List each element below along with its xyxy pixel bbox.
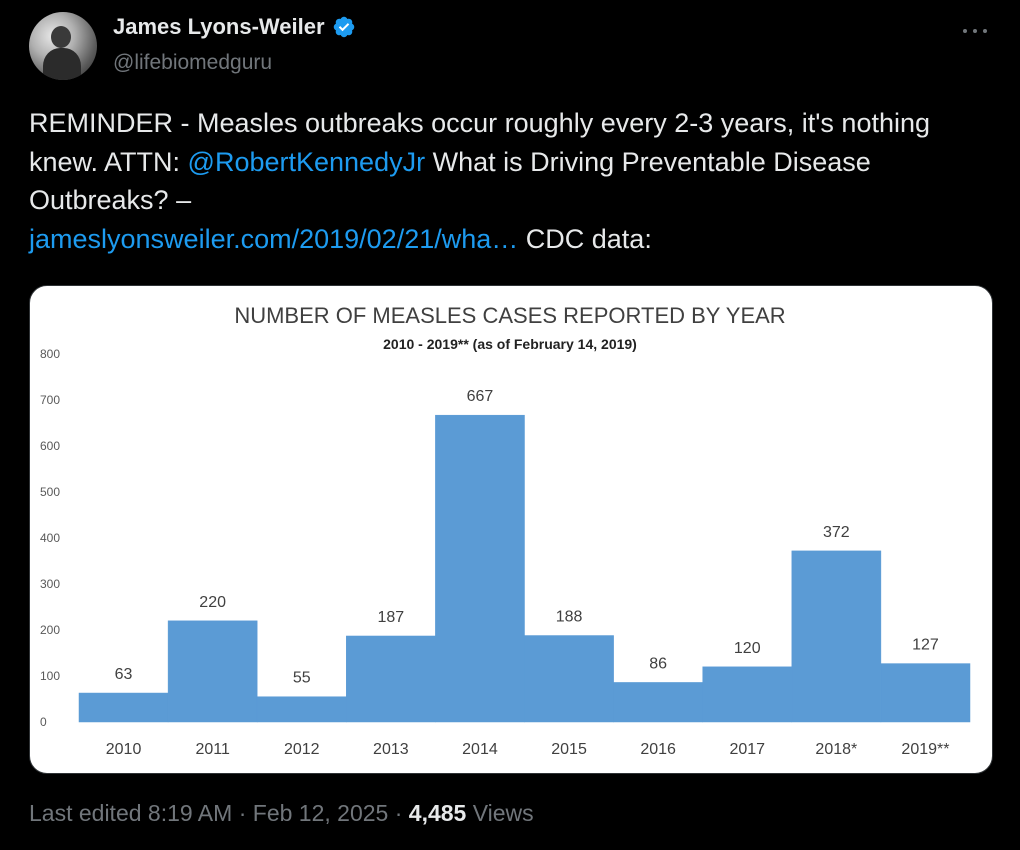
- author-avatar[interactable]: [29, 12, 97, 80]
- tweet-text-part: What is Driving Preventable Disease Outb…: [29, 146, 871, 216]
- bar: [524, 635, 614, 723]
- y-tick-label: 600: [40, 439, 60, 453]
- bar: [702, 666, 793, 723]
- bar: [435, 414, 525, 723]
- y-tick-label: 200: [40, 623, 60, 637]
- chart-title: NUMBER OF MEASLES CASES REPORTED BY YEAR: [234, 303, 785, 328]
- post-date[interactable]: Feb 12, 2025: [252, 800, 389, 826]
- views-label: Views: [466, 800, 534, 826]
- author-name-row[interactable]: James Lyons-Weiler: [113, 14, 356, 40]
- mention-link[interactable]: @RobertKennedyJr: [187, 146, 426, 177]
- y-tick-label: 100: [40, 669, 60, 683]
- tweet-footer: Last edited 8:19 AM · Feb 12, 2025 · 4,4…: [29, 800, 534, 827]
- more-dot: [963, 29, 967, 33]
- media-image[interactable]: NUMBER OF MEASLES CASES REPORTED BY YEAR…: [29, 285, 993, 774]
- x-tick-label: 2014: [462, 741, 498, 758]
- y-tick-label: 0: [40, 715, 47, 729]
- separator-dot: ·: [232, 800, 253, 826]
- more-dot: [983, 29, 987, 33]
- bar-value-label: 86: [649, 655, 667, 672]
- avatar-head-shape: [51, 26, 71, 48]
- y-tick-label: 700: [40, 393, 60, 407]
- x-tick-label: 2013: [373, 741, 409, 758]
- x-tick-label: 2019**: [901, 741, 949, 758]
- y-tick-label: 300: [40, 577, 60, 591]
- y-tick-label: 400: [40, 531, 60, 545]
- bar-value-label: 187: [377, 609, 404, 626]
- y-tick-label: 800: [40, 347, 60, 361]
- bar: [346, 635, 436, 723]
- bar-value-label: 220: [199, 594, 226, 611]
- author-handle[interactable]: @lifebiomedguru: [113, 51, 273, 74]
- more-options-icon[interactable]: [958, 20, 992, 42]
- bar-value-label: 667: [467, 388, 494, 405]
- verified-badge-icon[interactable]: [332, 15, 356, 39]
- bar-value-label: 188: [556, 609, 583, 626]
- x-tick-label: 2012: [284, 741, 320, 758]
- x-tick-label: 2015: [551, 741, 587, 758]
- author-name[interactable]: James Lyons-Weiler: [113, 14, 325, 39]
- bar-value-label: 127: [912, 637, 939, 654]
- bar: [791, 550, 882, 723]
- views-count: 4,485: [408, 800, 467, 826]
- bar: [167, 620, 258, 723]
- bar: [880, 663, 971, 723]
- x-tick-label: 2017: [729, 741, 765, 758]
- chart-subtitle: 2010 - 2019** (as of February 14, 2019): [383, 336, 637, 352]
- bar-value-label: 372: [823, 524, 850, 541]
- x-tick-label: 2010: [106, 741, 142, 758]
- x-tick-label: 2011: [195, 741, 230, 758]
- article-link[interactable]: jameslyonsweiler.com/2019/02/21/wha…: [29, 223, 519, 254]
- edited-time[interactable]: Last edited 8:19 AM: [29, 800, 233, 826]
- y-tick-label: 500: [40, 485, 60, 499]
- separator-dot: ·: [388, 800, 409, 826]
- bar-value-label: 120: [734, 640, 761, 657]
- bar: [78, 692, 169, 723]
- bar-value-label: 55: [293, 670, 311, 687]
- tweet-text: REMINDER - Measles outbreaks occur rough…: [29, 104, 989, 258]
- x-tick-label: 2016: [640, 741, 676, 758]
- x-tick-label: 2018*: [815, 741, 857, 758]
- measles-bar-chart: NUMBER OF MEASLES CASES REPORTED BY YEAR…: [40, 303, 971, 758]
- avatar-body-shape: [43, 48, 81, 80]
- bar: [613, 682, 703, 723]
- bar-value-label: 63: [115, 666, 133, 683]
- more-dot: [973, 29, 977, 33]
- tweet-text-part: REMINDER - Measles outbreaks occur rough…: [29, 108, 931, 177]
- bar: [256, 696, 347, 723]
- tweet-text-part: CDC data:: [518, 223, 652, 254]
